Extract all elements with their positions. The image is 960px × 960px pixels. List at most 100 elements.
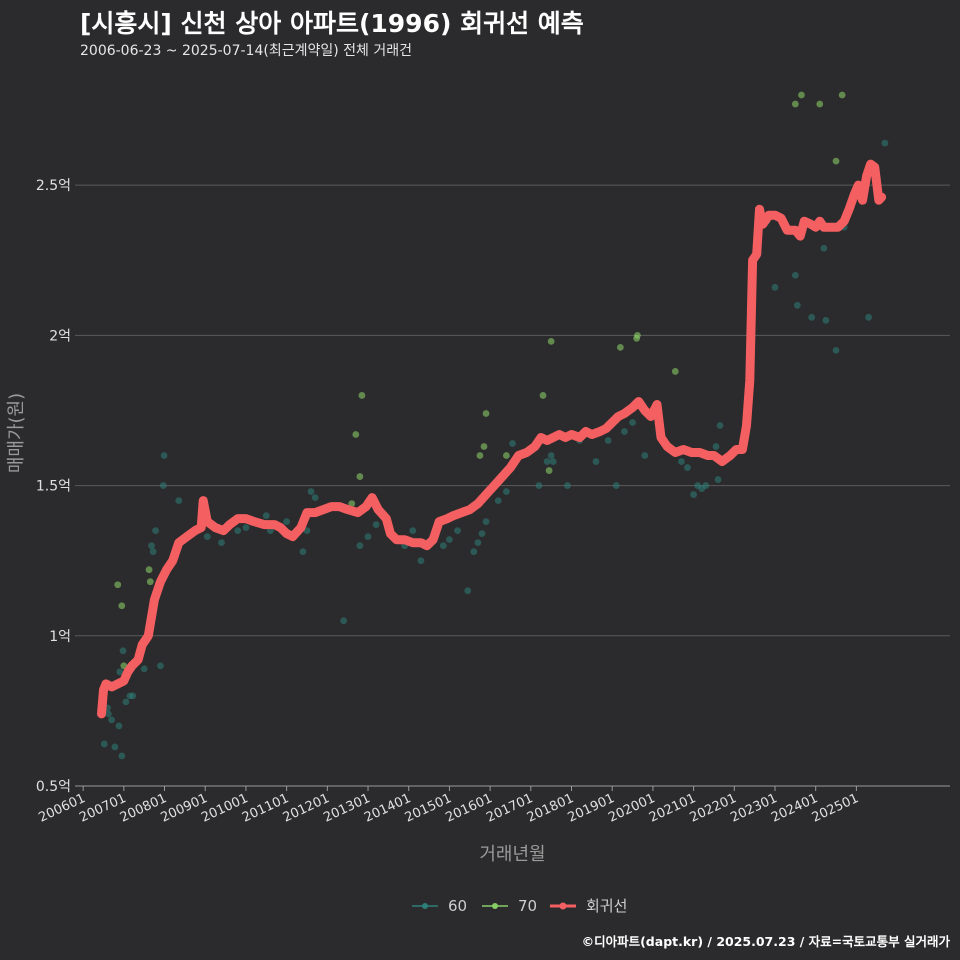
point-60	[303, 527, 311, 535]
x-tick-label: 202501	[810, 791, 861, 826]
point-70	[671, 368, 679, 375]
point-60	[149, 548, 157, 556]
legend-label: 60	[448, 897, 467, 915]
point-60	[262, 512, 270, 520]
point-60	[881, 139, 889, 147]
point-70	[832, 157, 840, 165]
point-60	[604, 437, 612, 444]
point-60	[307, 488, 315, 495]
point-70	[480, 443, 488, 450]
point-70	[539, 392, 547, 399]
point-70	[502, 452, 510, 459]
point-60	[820, 244, 828, 252]
point-60	[140, 665, 148, 673]
point-60	[474, 539, 482, 547]
point-70	[547, 337, 555, 345]
point-60	[641, 452, 649, 459]
point-60	[299, 548, 307, 556]
legend-dot	[559, 902, 567, 910]
point-60	[119, 647, 127, 655]
point-60	[104, 710, 112, 718]
point-60	[702, 482, 710, 489]
legend-label: 70	[518, 897, 537, 915]
point-60	[160, 452, 168, 459]
series-60-points	[100, 139, 889, 760]
point-60	[148, 542, 155, 550]
point-60	[629, 419, 636, 426]
point-60	[822, 316, 830, 324]
y-tick-label: 2.5억	[36, 178, 71, 194]
point-60	[793, 301, 801, 309]
point-60	[100, 740, 108, 748]
point-70	[616, 343, 624, 351]
y-tick-label: 0.5억	[36, 779, 71, 795]
point-70	[145, 566, 153, 574]
point-60	[509, 440, 516, 447]
y-tick-label: 1억	[49, 629, 71, 645]
y-axis-title: 매매가(원)	[6, 393, 27, 473]
point-60	[364, 533, 372, 541]
point-60	[372, 521, 380, 529]
point-60	[592, 458, 600, 465]
point-60	[612, 482, 620, 489]
series-70-points	[114, 91, 879, 670]
point-60	[543, 458, 551, 465]
point-60	[218, 539, 225, 547]
point-60	[116, 668, 124, 676]
point-70	[816, 100, 824, 108]
point-60	[684, 464, 691, 471]
point-60	[115, 722, 123, 730]
point-70	[545, 467, 553, 474]
point-60	[690, 491, 698, 498]
point-60	[446, 536, 453, 544]
point-60	[234, 527, 242, 535]
point-60	[464, 587, 472, 595]
point-60	[118, 752, 126, 760]
point-60	[771, 283, 779, 291]
legend-key-60: 60	[412, 897, 467, 915]
point-60	[547, 452, 555, 459]
point-70	[356, 473, 364, 480]
point-60	[417, 557, 425, 565]
point-60	[832, 346, 840, 354]
point-60	[502, 488, 510, 495]
point-60	[283, 518, 291, 526]
legend-key-70: 70	[482, 897, 537, 915]
point-70	[634, 331, 641, 339]
point-60	[677, 458, 685, 465]
point-60	[712, 443, 720, 450]
point-70	[348, 500, 356, 507]
point-60	[494, 497, 502, 504]
point-60	[111, 743, 119, 751]
point-60	[311, 494, 319, 501]
point-60	[439, 542, 447, 550]
legend-dot	[492, 903, 498, 909]
point-60	[470, 548, 478, 556]
point-70	[146, 578, 154, 586]
point-60	[549, 458, 557, 465]
point-60	[808, 313, 816, 321]
point-60	[482, 518, 490, 526]
point-60	[157, 662, 164, 670]
point-60	[535, 482, 543, 489]
point-60	[356, 542, 364, 550]
point-70	[118, 602, 126, 610]
point-70	[352, 431, 360, 438]
point-60	[340, 617, 348, 625]
chart-title: [시흥시] 신천 상아 아파트(1996) 회귀선 예측	[80, 9, 584, 38]
legend-dot	[422, 903, 428, 909]
point-60	[129, 692, 137, 700]
axis-layer: 0.5억1억1.5억2억2.5억200601200701200801200901…	[6, 178, 950, 865]
point-70	[482, 410, 490, 417]
point-60	[159, 482, 167, 489]
x-axis-title: 거래년월	[479, 844, 545, 865]
legend-key-회귀선: 회귀선	[550, 897, 627, 915]
point-60	[621, 428, 628, 435]
y-tick-label: 1.5억	[36, 479, 71, 495]
point-60	[152, 527, 159, 535]
point-70	[476, 452, 484, 459]
chart-subtitle: 2006-06-23 ~ 2025-07-14(최근계약일) 전체 거래건	[80, 43, 412, 59]
point-60	[242, 524, 250, 532]
point-60	[714, 476, 722, 483]
footer-credit: ©디아파트(dapt.kr) / 2025.07.23 / 자료=국토교통부 실…	[581, 934, 950, 949]
